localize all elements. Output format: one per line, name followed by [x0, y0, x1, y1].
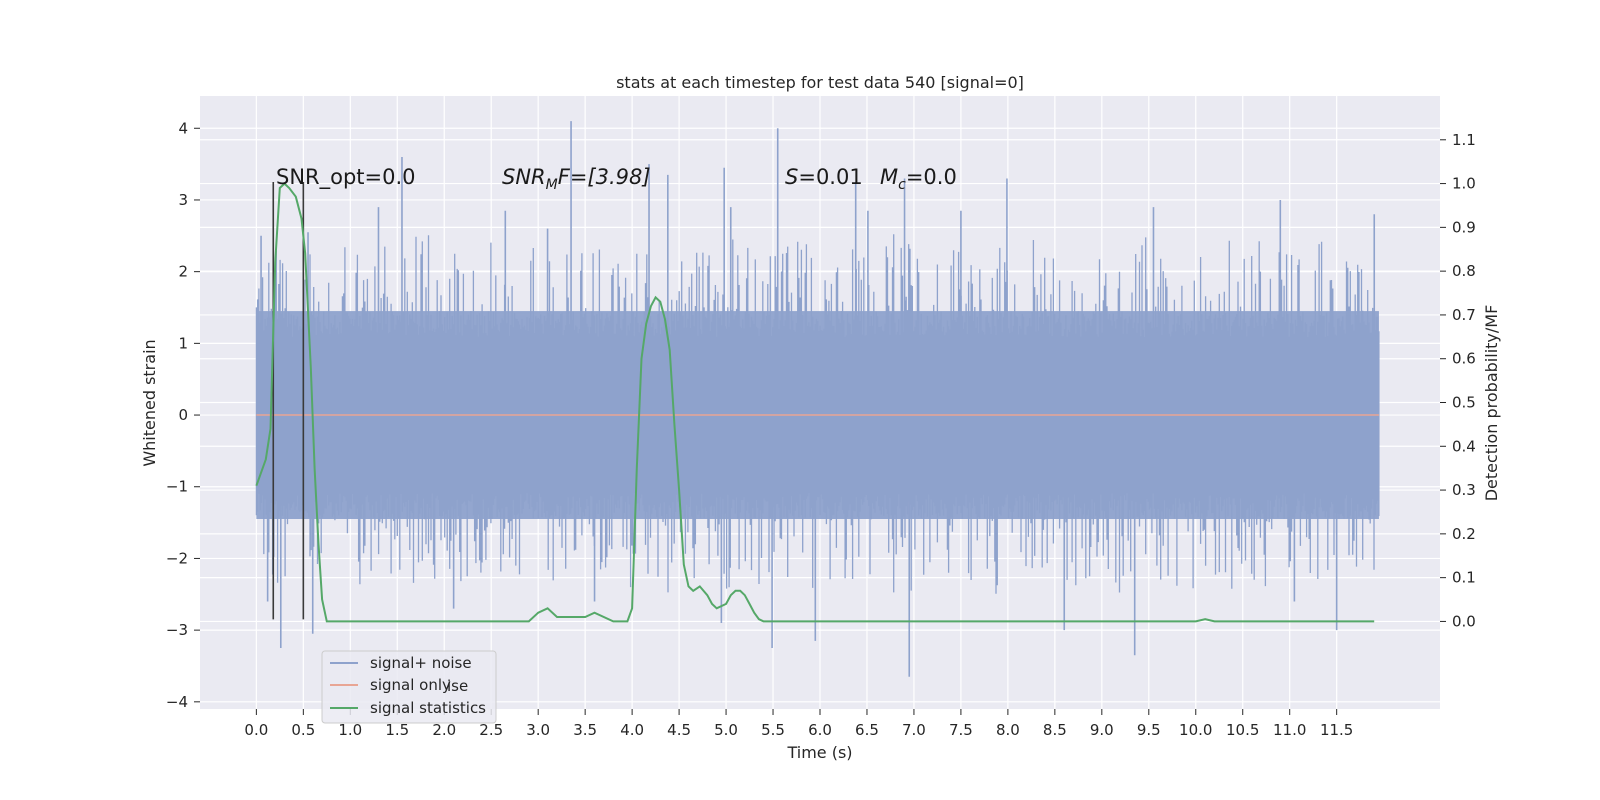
y-tick-label: −4 [166, 693, 188, 711]
y-axis-label: Whitened strain [140, 339, 159, 466]
x-tick-label: 4.5 [667, 721, 691, 739]
y2-axis-label: Detection probability/MF [1482, 305, 1501, 502]
annotation-s-rest: =0.01 [798, 165, 862, 189]
y-tick-label: 0 [178, 406, 188, 424]
x-tick-label: 5.5 [761, 721, 785, 739]
legend-label-signal-noise: signal+ noise [370, 654, 472, 672]
x-tick-label: 7.0 [902, 721, 926, 739]
x-tick-label: 11.0 [1273, 721, 1306, 739]
y-axis-ticks: −4 −3 −2 −1 0 1 2 3 4 [166, 119, 200, 711]
y2-tick-label: 0.1 [1452, 569, 1476, 587]
legend-label-signal-only: signal only [370, 676, 451, 694]
annotation-snr-mf: SNRMF=[3.98] [502, 165, 651, 193]
x-tick-label: 10.5 [1226, 721, 1259, 739]
x-axis-label: Time (s) [786, 743, 852, 762]
y2-tick-label: 0.5 [1452, 394, 1476, 412]
legend-box [321, 650, 497, 724]
x-tick-label: 3.5 [573, 721, 597, 739]
annotation-mc-var: M [880, 165, 898, 189]
y2-tick-label: 0.3 [1452, 481, 1476, 499]
y-tick-label: −2 [166, 549, 188, 567]
x-tick-label: 8.0 [996, 721, 1020, 739]
x-tick-label: 1.0 [338, 721, 362, 739]
x-tick-label: 9.5 [1137, 721, 1161, 739]
annotation-snr-opt: SNR_opt=0.0 [276, 165, 416, 190]
event-markers [272, 182, 305, 620]
y2-tick-label: 1.0 [1452, 175, 1476, 193]
chart-title: stats at each timestep for test data 540… [616, 73, 1024, 92]
y2-tick-label: 0.7 [1452, 306, 1476, 324]
x-tick-label: 3.0 [526, 721, 550, 739]
annotation-s: S=0.01 [785, 165, 863, 189]
x-tick-label: 11.5 [1320, 721, 1353, 739]
x-tick-label: 4.0 [620, 721, 644, 739]
legend: ise signal+ noise signal only signal sta… [321, 650, 497, 724]
y2-tick-label: 1.1 [1452, 131, 1476, 149]
series-signal-statistics [255, 182, 1375, 623]
x-tick-label: 2.5 [479, 721, 503, 739]
y-tick-label: 1 [178, 334, 188, 352]
y-tick-label: −1 [166, 478, 188, 496]
x-tick-label: 9.0 [1090, 721, 1114, 739]
y-tick-label: −3 [166, 621, 188, 639]
x-tick-label: 0.5 [291, 721, 315, 739]
x-tick-label: 8.5 [1043, 721, 1067, 739]
x-tick-label: 0.0 [244, 721, 268, 739]
y2-tick-label: 0.2 [1452, 525, 1476, 543]
statistics-line [255, 182, 1375, 623]
x-axis-ticks: 0.0 0.5 1.0 1.5 2.0 2.5 3.0 3.5 4.0 4.5 5.0 5.5 6.0 6… [244, 709, 1353, 739]
y-tick-label: 2 [178, 263, 188, 281]
x-tick-label: 2.0 [432, 721, 456, 739]
x-tick-label: 5.0 [714, 721, 738, 739]
annotation-mc-rest: =0.0 [906, 165, 957, 189]
x-tick-label: 6.0 [808, 721, 832, 739]
annotation-s-var: S [785, 165, 798, 189]
annotation-snr-mf-base: SNR [502, 165, 546, 189]
legend-label-signal-statistics: signal statistics [370, 699, 486, 717]
annotation-mc-sub: c [898, 177, 906, 193]
y2-tick-label: 0.6 [1452, 350, 1476, 368]
legend-ghost-text: ise [447, 677, 468, 695]
y2-axis-ticks: 0.0 0.1 0.2 0.3 0.4 0.5 0.6 0.7 0.8 0.9 1.0 1.1 [1440, 131, 1476, 630]
x-tick-label: 6.5 [855, 721, 879, 739]
y2-tick-label: 0.8 [1452, 262, 1476, 280]
annotation-snr-mf-rest: F=[3.98] [558, 165, 651, 189]
y2-tick-label: 0.0 [1452, 612, 1476, 630]
y-tick-label: 4 [178, 119, 188, 137]
x-tick-label: 1.5 [385, 721, 409, 739]
annotation-mc: Mc=0.0 [880, 165, 957, 193]
x-tick-label: 7.5 [949, 721, 973, 739]
x-tick-label: 10.0 [1179, 721, 1212, 739]
y2-tick-label: 0.4 [1452, 437, 1476, 455]
y2-tick-label: 0.9 [1452, 218, 1476, 236]
y-tick-label: 3 [178, 191, 188, 209]
annotation-snr-mf-sub: M [546, 177, 558, 193]
